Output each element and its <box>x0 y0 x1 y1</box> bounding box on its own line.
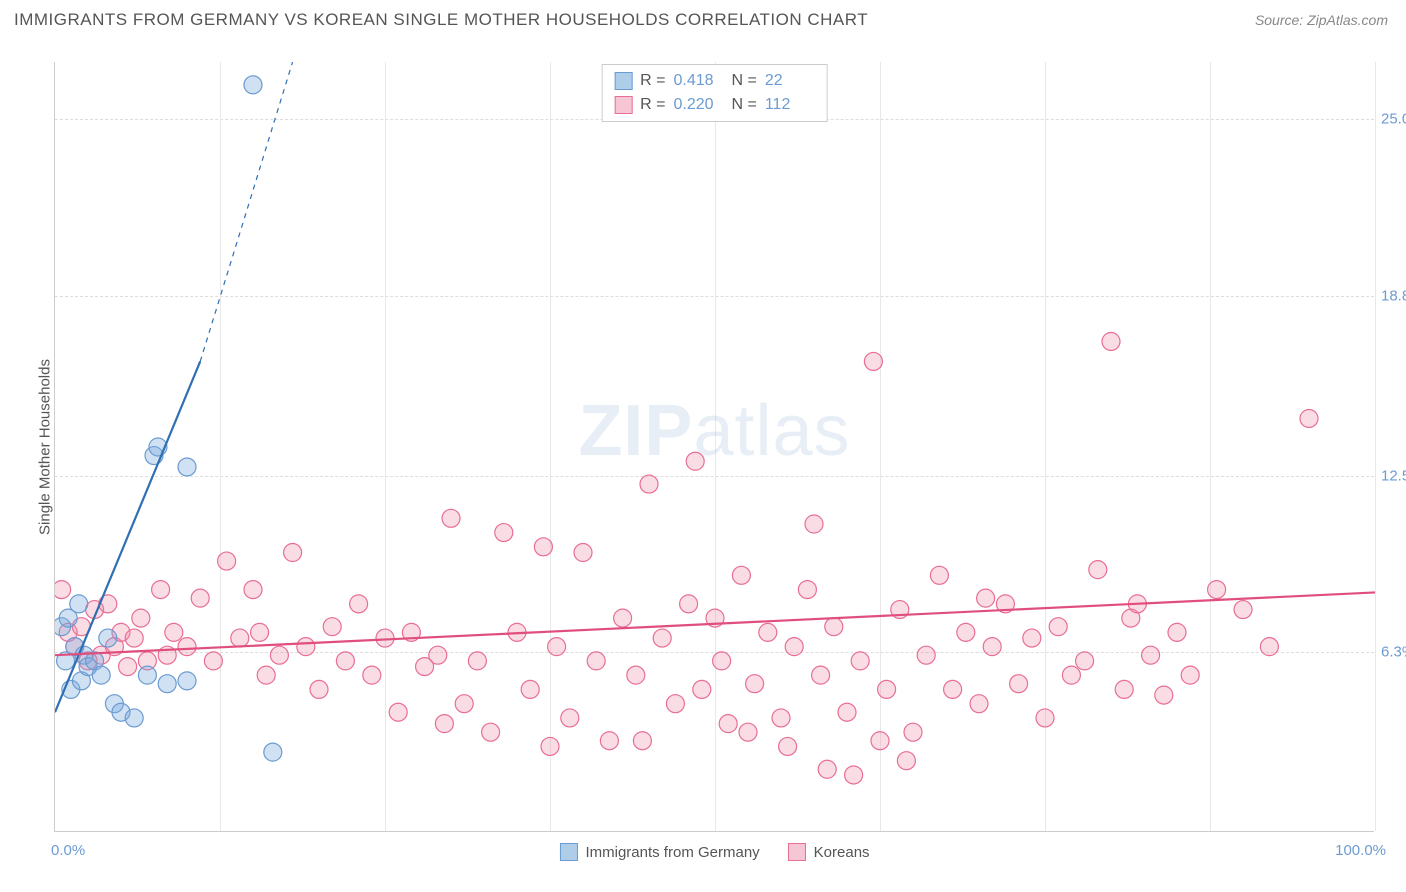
swatch-germany <box>614 72 632 90</box>
n-value-koreans: 112 <box>765 93 815 117</box>
r-value-koreans: 0.220 <box>674 93 724 117</box>
y-tick: 6.3% <box>1381 644 1406 661</box>
legend-swatch-germany <box>559 843 577 861</box>
plot-area: Single Mother Households ZIPatlas R = 0.… <box>54 62 1374 832</box>
chart-title: IMMIGRANTS FROM GERMANY VS KOREAN SINGLE… <box>14 10 868 30</box>
stats-row-koreans: R = 0.220 N = 112 <box>614 93 815 117</box>
source-attribution: Source: ZipAtlas.com <box>1255 12 1388 28</box>
stats-legend: R = 0.418 N = 22 R = 0.220 N = 112 <box>601 64 828 122</box>
y-tick: 18.8% <box>1381 287 1406 304</box>
x-tick-max: 100.0% <box>1335 842 1386 859</box>
series-legend: Immigrants from Germany Koreans <box>559 843 869 861</box>
legend-item-koreans: Koreans <box>788 843 870 861</box>
legend-item-germany: Immigrants from Germany <box>559 843 759 861</box>
scatter-svg <box>55 62 1375 832</box>
chart-container: Single Mother Households ZIPatlas R = 0.… <box>14 40 1392 878</box>
swatch-koreans <box>614 96 632 114</box>
legend-label-germany: Immigrants from Germany <box>585 844 759 861</box>
y-tick: 12.5% <box>1381 467 1406 484</box>
x-tick-min: 0.0% <box>51 842 85 859</box>
legend-label-koreans: Koreans <box>814 844 870 861</box>
stats-row-germany: R = 0.418 N = 22 <box>614 69 815 93</box>
legend-swatch-koreans <box>788 843 806 861</box>
y-tick: 25.0% <box>1381 111 1406 128</box>
r-value-germany: 0.418 <box>674 69 724 93</box>
y-axis-label: Single Mother Households <box>37 359 54 535</box>
n-value-germany: 22 <box>765 69 815 93</box>
